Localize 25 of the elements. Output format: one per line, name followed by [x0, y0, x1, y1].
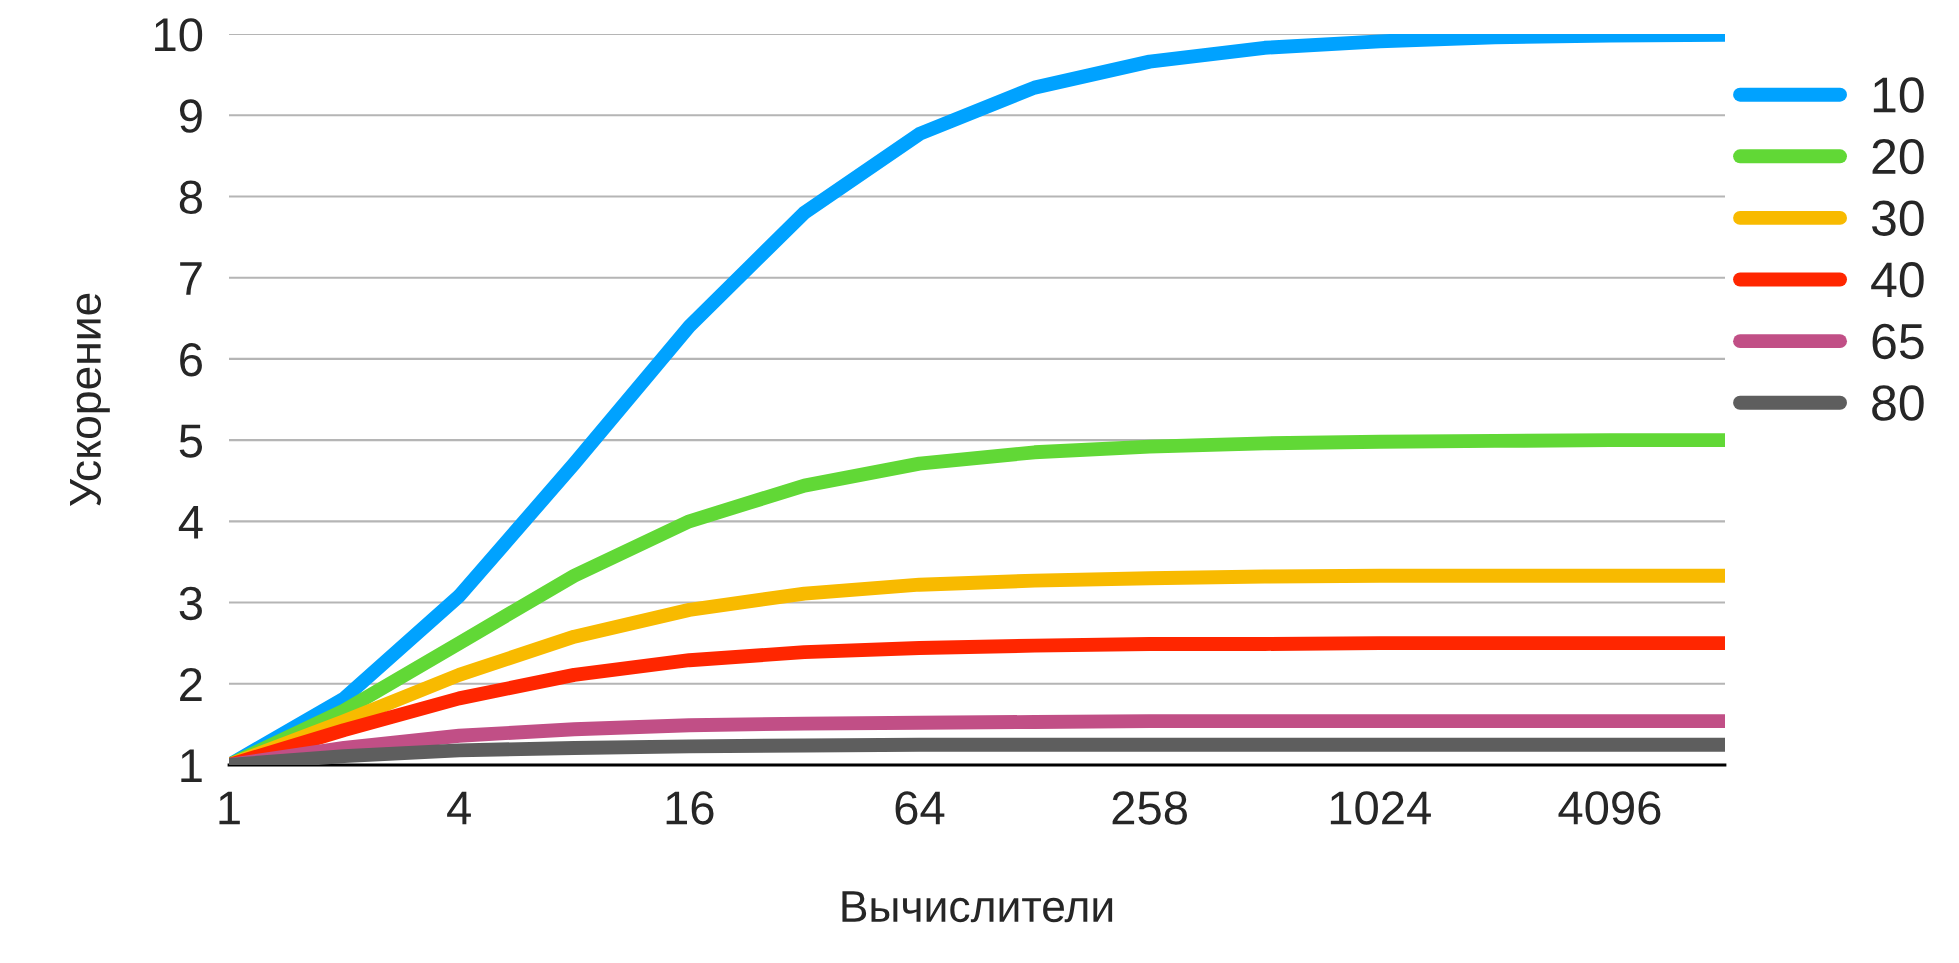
x-tick-label: 16	[666, 791, 714, 825]
y-tick-label: 2	[180, 667, 202, 701]
x-tick-label: 258	[1112, 791, 1187, 825]
x-tick-label: 4096	[1558, 791, 1661, 825]
x-tick-label: 64	[895, 791, 945, 825]
legend-label: 65	[1872, 323, 1924, 360]
x-tick-label: 4	[447, 791, 471, 825]
legend-label: 80	[1872, 385, 1924, 421]
legend-label: 10	[1873, 77, 1924, 113]
y-tick-label: 6	[180, 343, 202, 377]
y-tick-label: 8	[179, 180, 202, 215]
x-tick-label: 1	[219, 791, 240, 825]
y-tick-label: 4	[178, 505, 203, 539]
legend-label: 40	[1871, 262, 1924, 298]
x-tick-label: 1024	[1330, 791, 1431, 825]
legend-label: 20	[1872, 138, 1924, 175]
y-axis-title: Ускорение	[70, 293, 110, 507]
y-tick-label: 5	[179, 424, 203, 458]
y-tick-label: 10	[155, 18, 203, 52]
legend-label: 30	[1871, 200, 1924, 236]
y-tick-label: 9	[179, 99, 202, 133]
y-tick-label: 1	[181, 749, 202, 783]
x-axis-title: Вычислители	[842, 891, 1113, 923]
y-tick-label: 3	[179, 586, 202, 621]
y-tick-label: 7	[180, 262, 202, 295]
